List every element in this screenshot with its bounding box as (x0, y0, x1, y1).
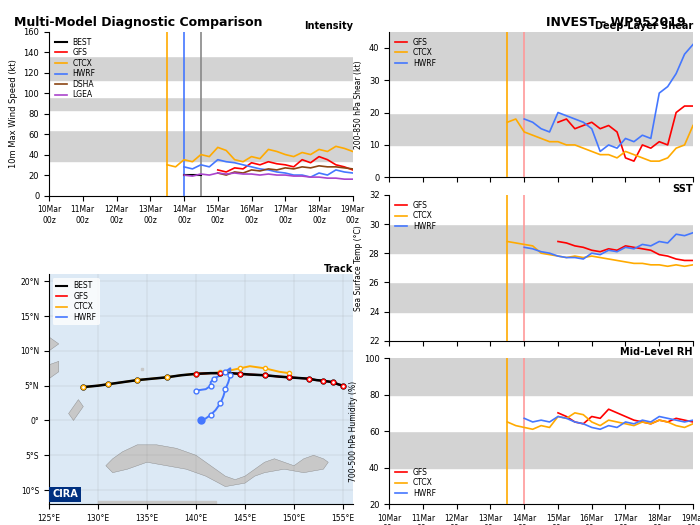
Bar (389, 468, 693, 504)
Bar (389, 311, 693, 341)
Y-axis label: 200-850 hPa Shear (kt): 200-850 hPa Shear (kt) (354, 60, 363, 149)
Polygon shape (0, 295, 20, 330)
Polygon shape (39, 337, 59, 351)
Bar (389, 282, 693, 311)
Bar (389, 358, 693, 395)
Polygon shape (106, 445, 328, 487)
Bar (49, 97, 353, 110)
Polygon shape (98, 500, 216, 504)
Legend: BEST, GFS, CTCX, HWRF: BEST, GFS, CTCX, HWRF (52, 278, 99, 325)
Y-axis label: Sea Surface Temp (°C): Sea Surface Temp (°C) (354, 225, 363, 311)
Text: CIRA: CIRA (52, 489, 78, 499)
Polygon shape (29, 361, 59, 382)
Polygon shape (141, 368, 143, 370)
Text: SST: SST (673, 184, 693, 194)
Bar (389, 431, 693, 468)
Bar (389, 80, 693, 112)
Bar (49, 56, 353, 80)
Text: Deep-Layer Shear: Deep-Layer Shear (595, 20, 693, 31)
Legend: GFS, CTCX, HWRF: GFS, CTCX, HWRF (393, 198, 438, 233)
Legend: BEST, GFS, CTCX, HWRF, DSHA, LGEA: BEST, GFS, CTCX, HWRF, DSHA, LGEA (52, 35, 98, 101)
Y-axis label: 10m Max Wind Speed (kt): 10m Max Wind Speed (kt) (9, 59, 18, 168)
Bar (49, 32, 353, 56)
Bar (389, 32, 693, 80)
Text: Intensity: Intensity (304, 20, 353, 31)
Bar (389, 145, 693, 177)
Polygon shape (69, 400, 83, 421)
Bar (49, 130, 353, 161)
Y-axis label: 700-500 hPa Humidity (%): 700-500 hPa Humidity (%) (349, 381, 358, 481)
Legend: GFS, CTCX, HWRF: GFS, CTCX, HWRF (393, 35, 438, 70)
Bar (389, 195, 693, 224)
Bar (389, 253, 693, 282)
Bar (49, 161, 353, 196)
Bar (389, 395, 693, 431)
Text: Mid-Level RH: Mid-Level RH (620, 348, 693, 358)
Legend: GFS, CTCX, HWRF: GFS, CTCX, HWRF (393, 466, 438, 500)
Bar (49, 80, 353, 97)
Bar (389, 224, 693, 253)
Text: Track: Track (323, 264, 353, 274)
Text: Multi-Model Diagnostic Comparison: Multi-Model Diagnostic Comparison (14, 16, 262, 29)
Polygon shape (20, 406, 49, 434)
Bar (49, 110, 353, 130)
Text: INVEST - WP952019: INVEST - WP952019 (547, 16, 686, 29)
Bar (389, 112, 693, 145)
